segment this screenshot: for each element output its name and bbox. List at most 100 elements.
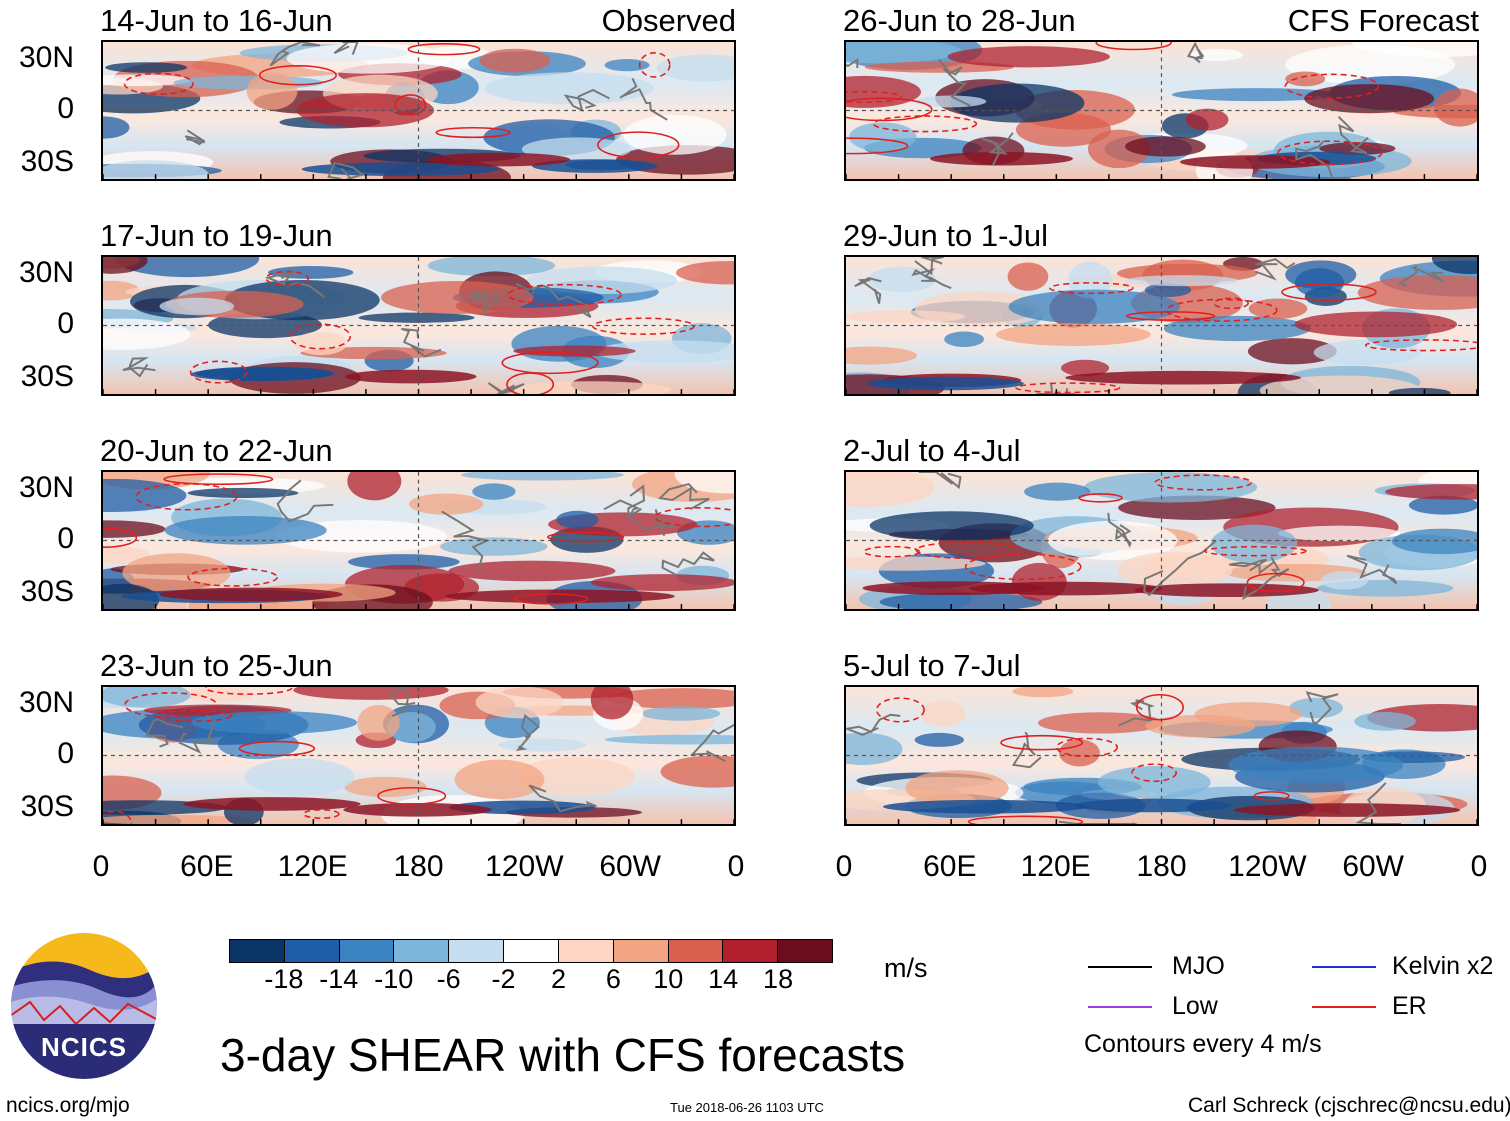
colorbar-tick-label: -14: [319, 964, 359, 994]
er-contour: [1135, 693, 1184, 721]
shear-field: [846, 42, 1477, 179]
colorbar-tick-label: 18: [763, 964, 794, 994]
shear-anomaly-band: [427, 152, 571, 167]
y-tick-label: 30N: [18, 686, 74, 719]
shear-field: [846, 687, 1477, 824]
coastline: [846, 713, 901, 736]
shear-anomaly-blob: [1194, 702, 1303, 727]
shear-anomaly-blob: [846, 346, 918, 365]
legend-er-line: [1312, 1006, 1376, 1008]
map-panel: [844, 685, 1479, 826]
coastline: [626, 508, 676, 537]
panel-period-title: 26-Jun to 28-Jun: [843, 3, 1076, 38]
shear-anomaly-blob: [950, 83, 1085, 123]
shear-anomaly-blob: [846, 556, 986, 571]
shear-anomaly-blob: [641, 706, 721, 721]
shear-anomaly-blob: [846, 472, 935, 508]
coastline: [1107, 512, 1132, 548]
y-tick-label: 30S: [20, 145, 74, 178]
shear-anomaly-blob: [1097, 766, 1211, 799]
coastline: [1295, 140, 1351, 179]
er-contour: [1126, 311, 1216, 321]
shear-anomaly-blob: [1352, 42, 1477, 58]
map-panel: [101, 470, 736, 611]
colorbar-tick-label: 2: [550, 964, 566, 994]
coastline: [388, 687, 416, 717]
shear-field: [103, 42, 734, 179]
shear-anomaly-blob: [995, 323, 1151, 346]
shear-anomaly-band: [1065, 370, 1301, 385]
shear-anomaly-band: [1134, 583, 1320, 597]
coastline: [1242, 556, 1290, 601]
er-contour: [1000, 734, 1084, 751]
coastline: [515, 713, 540, 752]
shear-field: [103, 687, 734, 824]
er-contour: [501, 351, 599, 375]
er-contour: [1015, 382, 1121, 394]
shear-anomaly-blob: [1012, 687, 1074, 698]
coastline: [515, 282, 592, 318]
colorbar-tick-label: 6: [605, 964, 621, 994]
colorbar-swatch: [230, 940, 285, 962]
colorbar-swatch: [613, 940, 669, 962]
shear-anomaly-blob: [879, 592, 1043, 609]
shear-anomaly-blob: [1144, 283, 1192, 297]
shear-anomaly-blob: [164, 515, 327, 545]
shear-anomaly-blob: [1171, 88, 1343, 102]
er-contour: [1095, 42, 1172, 51]
shear-anomaly-blob: [475, 687, 564, 719]
shear-anomaly-blob: [103, 160, 210, 179]
er-contour: [135, 483, 238, 511]
y-tick-label: 30N: [18, 256, 74, 289]
shear-anomaly-blob: [1125, 136, 1206, 157]
shear-anomaly-blob: [1008, 289, 1181, 324]
coastline: [854, 277, 882, 304]
shear-anomaly-blob: [1125, 275, 1239, 287]
map-panel: [101, 40, 736, 181]
shear-anomaly-blob: [846, 310, 966, 324]
shear-anomaly-band: [159, 587, 343, 602]
footer-timestamp: Tue 2018-06-26 1103 UTC: [670, 1100, 824, 1115]
er-contour: [507, 283, 622, 306]
shear-anomaly-blob: [1354, 711, 1416, 731]
shear-anomaly-blob: [1247, 338, 1337, 365]
coastline: [1305, 691, 1339, 725]
coastline: [846, 57, 859, 68]
shear-anomaly-blob: [1228, 746, 1404, 784]
x-tick-label: 120W: [1228, 850, 1307, 883]
er-contour: [204, 687, 293, 695]
panel-period-title: 20-Jun to 22-Jun: [100, 433, 333, 468]
coastline: [333, 42, 359, 55]
er-contour: [546, 531, 625, 543]
er-contour: [846, 97, 933, 122]
er-contour: [872, 115, 978, 133]
footer-url[interactable]: ncics.org/mjo: [6, 1094, 130, 1117]
shear-anomaly-blob: [1408, 495, 1477, 515]
coastline: [980, 132, 1014, 166]
coastline: [184, 129, 206, 146]
coastline: [276, 479, 334, 523]
shear-anomaly-blob: [674, 472, 734, 494]
legend-kelvin-label: Kelvin x2: [1392, 952, 1494, 980]
shear-anomaly-blob: [1210, 524, 1298, 563]
shear-anomaly-blob: [103, 478, 187, 513]
coastline: [914, 257, 944, 276]
er-contour: [597, 131, 680, 159]
colorbar-swatch: [504, 940, 559, 962]
legend-low-line: [1088, 1006, 1152, 1008]
coastline: [603, 484, 645, 520]
shear-anomaly-blob: [103, 687, 191, 708]
shear-anomaly-blob: [409, 493, 484, 515]
shear-anomaly-blob: [1047, 520, 1178, 561]
er-contour: [1253, 791, 1290, 801]
shear-field: [846, 257, 1477, 394]
shear-anomaly-blob: [105, 62, 188, 73]
y-tick-label: 30S: [20, 360, 74, 393]
coastline: [1254, 258, 1296, 281]
shear-field: [846, 472, 1477, 609]
shear-anomaly-blob: [427, 257, 556, 277]
x-tick-label: 60E: [180, 850, 234, 883]
panel-period-title: 29-Jun to 1-Jul: [843, 218, 1049, 253]
er-contour: [377, 786, 447, 806]
panel-period-title: 23-Jun to 25-Jun: [100, 648, 333, 683]
